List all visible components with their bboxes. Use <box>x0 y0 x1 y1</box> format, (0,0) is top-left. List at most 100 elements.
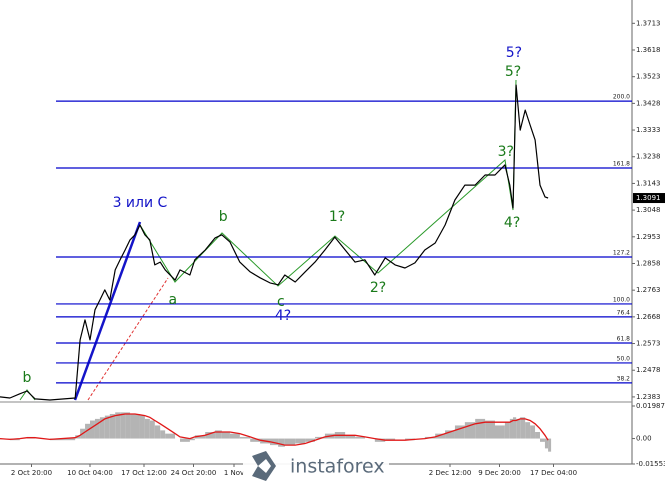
y-tick-label: 1.3048 <box>636 206 661 214</box>
histogram-bar <box>504 422 510 439</box>
price-line <box>0 84 549 401</box>
y-tick-label: 1.2573 <box>636 340 661 348</box>
histogram-bar <box>221 432 230 439</box>
signal-line <box>0 413 549 446</box>
histogram-bar <box>205 432 216 439</box>
histogram-bar <box>135 413 140 439</box>
histogram-bar <box>154 425 161 439</box>
last-price-box <box>633 193 665 204</box>
fib-level-label: 200.0 <box>613 94 630 101</box>
wave-label: 5? <box>505 64 521 80</box>
histogram-bar <box>530 425 536 439</box>
histogram-bar <box>520 417 526 439</box>
histogram-bar <box>516 418 521 439</box>
y-tick-label: 1.3238 <box>636 153 661 161</box>
watermark-icon <box>258 459 271 473</box>
x-tick-label: 2 Dec 12:00 <box>429 469 472 477</box>
y-tick-label: 1.3333 <box>636 126 661 134</box>
histogram-bar <box>355 436 365 439</box>
y-tick-label: -0.01553 <box>636 460 665 468</box>
histogram-bar <box>385 438 396 441</box>
trend-line <box>73 221 142 401</box>
wave-label: 4? <box>504 215 520 231</box>
histogram-bar <box>345 435 356 439</box>
histogram-bar <box>295 438 306 444</box>
histogram-bar <box>305 438 315 442</box>
histogram-bar <box>49 438 76 441</box>
histogram-bar <box>99 417 105 439</box>
histogram-bar <box>239 436 251 439</box>
histogram-bar <box>284 438 296 446</box>
y-tick-label: 1.2953 <box>636 233 661 241</box>
y-tick-label: 0.01987 <box>636 402 665 410</box>
y-tick-label: 1.3143 <box>636 179 661 187</box>
wave-label: c <box>277 294 285 310</box>
wave-label: 3 или C <box>113 195 168 211</box>
histogram-bar <box>485 420 495 439</box>
y-tick-label: 1.2858 <box>636 259 661 267</box>
histogram-bar <box>278 438 285 447</box>
histogram-bar <box>215 430 222 439</box>
histogram-bar <box>464 422 476 439</box>
histogram-bar <box>270 438 279 446</box>
fib-level-label: 100.0 <box>613 296 630 303</box>
fib-level-label: 38.2 <box>617 375 631 382</box>
histogram-bar <box>109 413 116 439</box>
watermark-box <box>243 447 389 485</box>
y-tick-label: 1.3713 <box>636 19 661 27</box>
y-tick-label: 0.00 <box>636 435 652 443</box>
x-tick-label: 9 Dec 20:00 <box>478 469 521 477</box>
fib-level-label: 50.0 <box>617 355 631 362</box>
histogram-bar <box>535 432 540 439</box>
histogram-bar <box>94 418 100 439</box>
wave-label: a <box>169 292 178 308</box>
histogram-bar <box>495 425 505 439</box>
histogram-bar <box>149 420 155 439</box>
histogram-bar <box>435 433 446 439</box>
x-tick-label: 24 Oct 20:00 <box>171 469 217 477</box>
x-tick-label: 2 Oct 20:00 <box>11 469 52 477</box>
histogram-bar <box>548 438 552 452</box>
histogram-bar <box>544 438 549 449</box>
histogram-bar <box>194 435 206 439</box>
histogram-bar <box>513 417 517 439</box>
y-tick-label: 1.2668 <box>636 313 661 321</box>
histogram-bar <box>180 438 190 442</box>
histogram-bar <box>104 415 110 439</box>
y-tick-label: 1.2383 <box>636 393 661 401</box>
x-tick-label: 10 Oct 04:00 <box>67 469 113 477</box>
wave-label: b <box>23 370 32 386</box>
histogram-bar <box>90 420 95 439</box>
histogram-bar <box>115 412 121 439</box>
histogram-bar <box>229 433 240 439</box>
y-tick-label: 1.3618 <box>636 46 661 54</box>
x-tick-label: 1 Nov <box>224 469 244 477</box>
histogram-bar <box>130 413 135 439</box>
histogram-bar <box>250 438 261 442</box>
histogram-bar <box>125 412 131 439</box>
histogram-bar <box>189 438 195 441</box>
histogram-bar <box>454 425 465 439</box>
histogram-bar <box>120 412 126 439</box>
last-price-label: 1.3091 <box>636 194 661 202</box>
x-tick-label: 17 Oct 12:00 <box>121 469 167 477</box>
histogram-bar <box>144 418 150 439</box>
y-tick-label: 1.2478 <box>636 366 661 374</box>
y-tick-label: 1.3428 <box>636 99 661 107</box>
histogram-bar <box>525 422 531 439</box>
wave-label: b <box>219 209 228 225</box>
histogram-bar <box>475 418 486 439</box>
wave-label: 2? <box>370 280 386 296</box>
fib-level-label: 127.2 <box>613 250 630 257</box>
watermark: instaforex <box>243 447 389 485</box>
fib-level-label: 76.4 <box>617 309 631 316</box>
y-tick-label: 1.2763 <box>636 286 661 294</box>
histogram-bar <box>315 436 325 439</box>
dashed-line <box>87 277 169 401</box>
wave-label: 1? <box>329 209 345 225</box>
wave-line <box>139 79 517 287</box>
fib-level-label: 61.8 <box>617 335 631 342</box>
fib-level-label: 161.8 <box>613 160 630 167</box>
histogram-bar <box>445 430 455 439</box>
